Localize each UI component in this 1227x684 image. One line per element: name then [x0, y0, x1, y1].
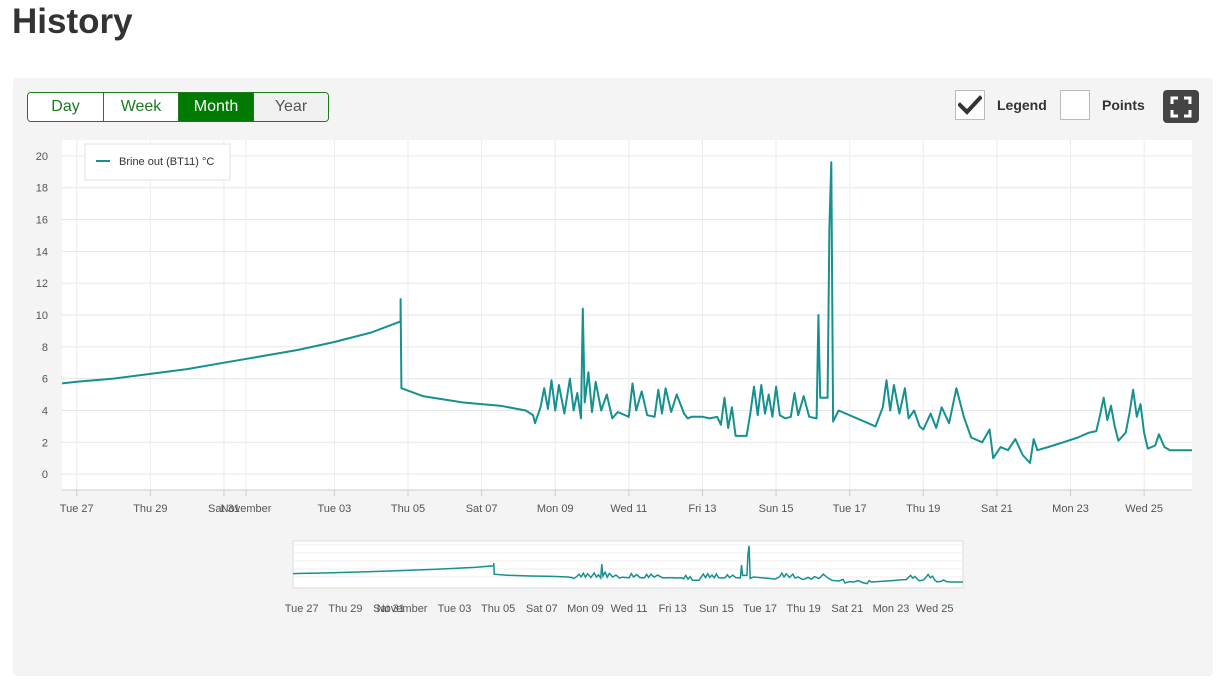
history-panel: [13, 78, 1213, 676]
range-day-button[interactable]: Day: [28, 93, 103, 121]
range-month-button[interactable]: Month: [178, 93, 253, 121]
legend-label: Legend: [997, 97, 1047, 113]
range-week-button[interactable]: Week: [103, 93, 178, 121]
range-year-button[interactable]: Year: [253, 93, 328, 121]
fullscreen-icon: [1170, 96, 1192, 117]
fullscreen-button[interactable]: [1163, 90, 1199, 123]
legend-toggle[interactable]: Legend: [955, 90, 1047, 120]
points-checkbox[interactable]: [1060, 90, 1090, 120]
checkmark-icon: [958, 95, 982, 115]
points-label: Points: [1102, 97, 1145, 113]
points-toggle[interactable]: Points: [1060, 90, 1145, 120]
page-title: History: [12, 2, 133, 41]
legend-checkbox[interactable]: [955, 90, 985, 120]
range-selector: Day Week Month Year: [27, 92, 329, 122]
